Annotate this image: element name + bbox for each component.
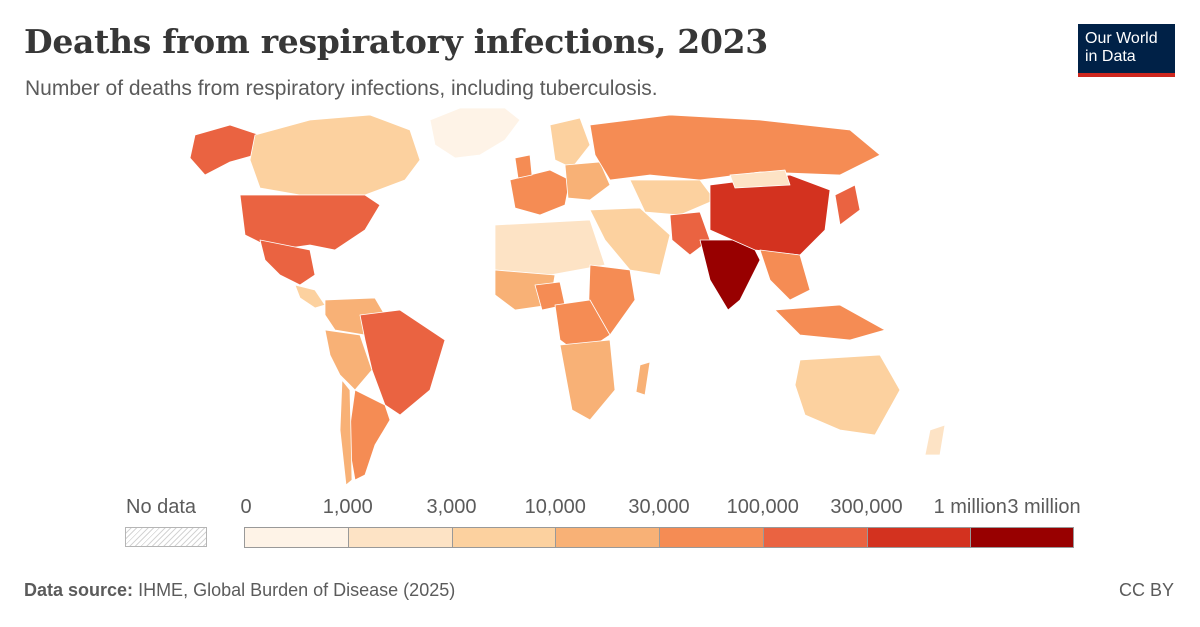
region-china[interactable] bbox=[709, 174, 831, 256]
logo-line-1: Our World bbox=[1085, 30, 1158, 47]
legend-bin-4[interactable] bbox=[659, 527, 763, 548]
region-eastern-europe[interactable] bbox=[564, 161, 611, 201]
region-india[interactable] bbox=[699, 239, 761, 311]
legend-tick-label: 300,000 bbox=[830, 496, 903, 518]
region-chile[interactable] bbox=[339, 379, 353, 486]
region-russia[interactable] bbox=[589, 114, 881, 181]
region-central-america[interactable] bbox=[294, 284, 326, 309]
region-scandinavia[interactable] bbox=[549, 117, 591, 169]
region-australia[interactable] bbox=[794, 354, 901, 436]
legend-bin-5[interactable] bbox=[762, 527, 867, 548]
legend-no-data-label: No data bbox=[126, 496, 197, 518]
region-southeast-asia[interactable] bbox=[759, 249, 811, 301]
legend-bin-3[interactable] bbox=[555, 527, 659, 548]
legend-bin-6[interactable] bbox=[866, 527, 971, 548]
legend-bin-7[interactable] bbox=[970, 527, 1074, 548]
data-source: Data source: IHME, Global Burden of Dise… bbox=[24, 580, 455, 601]
region-indonesia[interactable] bbox=[774, 304, 886, 341]
world-map[interactable] bbox=[110, 100, 960, 490]
region-middle-east[interactable] bbox=[589, 207, 671, 276]
region-argentina[interactable] bbox=[347, 389, 391, 481]
legend-no-data-swatch[interactable] bbox=[125, 527, 207, 547]
data-source-label: Data source: bbox=[24, 580, 134, 600]
region-southern-africa[interactable] bbox=[559, 339, 616, 421]
chart-subtitle: Number of deaths from respiratory infect… bbox=[25, 77, 658, 100]
legend-bin-0[interactable] bbox=[244, 527, 348, 548]
legend-tick-label: 1 million bbox=[933, 496, 1007, 518]
region-western-europe[interactable] bbox=[509, 169, 571, 216]
chart-title: Deaths from respiratory infections, 2023 bbox=[24, 22, 768, 61]
region-uk[interactable] bbox=[514, 154, 533, 179]
legend-tick-label: 100,000 bbox=[726, 496, 799, 518]
region-mongolia[interactable] bbox=[729, 169, 791, 189]
owid-logo[interactable]: Our World in Data bbox=[1078, 24, 1175, 77]
legend-tick-label: 3 million bbox=[1007, 496, 1081, 518]
legend-tick-label: 10,000 bbox=[524, 496, 586, 518]
legend-tick-label: 30,000 bbox=[628, 496, 690, 518]
region-mexico[interactable] bbox=[259, 239, 316, 286]
region-north-africa[interactable] bbox=[494, 219, 606, 276]
legend-bin-2[interactable] bbox=[451, 527, 556, 548]
region-united-states[interactable] bbox=[239, 194, 381, 251]
license-link[interactable]: CC BY bbox=[1118, 580, 1174, 600]
region-alaska[interactable] bbox=[189, 124, 261, 176]
legend-bin-1[interactable] bbox=[347, 527, 452, 548]
region-greenland[interactable] bbox=[429, 107, 521, 159]
logo-line-2: in Data bbox=[1085, 48, 1136, 65]
region-pakistan[interactable] bbox=[669, 211, 711, 256]
legend-tick-label: 3,000 bbox=[426, 496, 477, 518]
data-source-text[interactable]: IHME, Global Burden of Disease (2025) bbox=[138, 580, 456, 600]
region-canada[interactable] bbox=[249, 114, 421, 196]
region-central-asia[interactable] bbox=[629, 179, 716, 216]
region-madagascar[interactable] bbox=[635, 361, 651, 396]
region-new-zealand[interactable] bbox=[924, 424, 946, 456]
legend-tick-label: 0 bbox=[240, 496, 252, 518]
legend-tick-label: 1,000 bbox=[322, 496, 373, 518]
region-brazil[interactable] bbox=[359, 309, 446, 416]
region-japan-korea[interactable] bbox=[834, 184, 861, 226]
